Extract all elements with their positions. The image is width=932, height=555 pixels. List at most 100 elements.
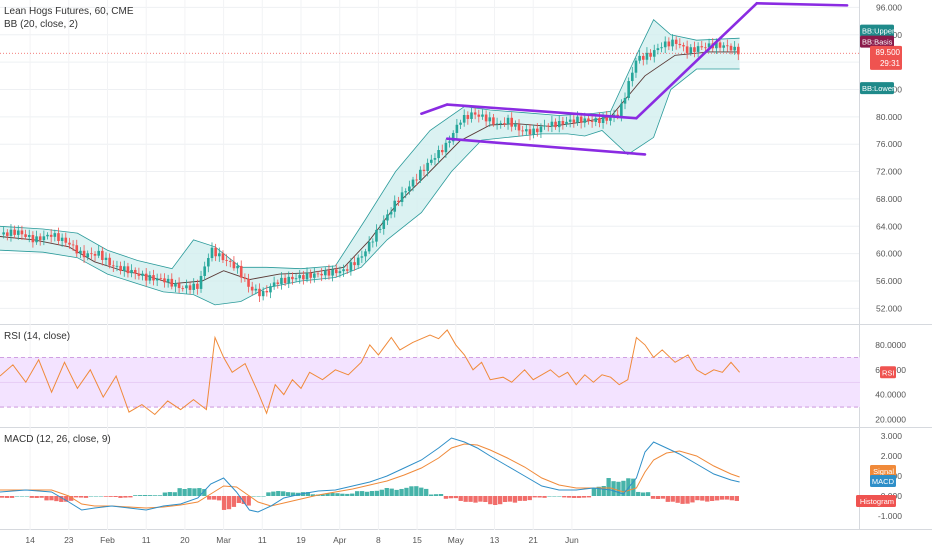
macd-histogram-bar — [108, 496, 113, 497]
candle-body — [470, 112, 473, 119]
macd-histogram-bar — [719, 496, 725, 500]
macd-histogram-bar — [128, 496, 133, 498]
candle-body — [462, 115, 466, 123]
candle-body — [338, 271, 342, 274]
candle-body — [587, 118, 590, 121]
macd-histogram-bar — [54, 496, 59, 502]
candle-body — [645, 52, 649, 60]
macd-histogram-bar — [493, 496, 498, 505]
macd-histogram-bar — [394, 489, 399, 496]
candle-body — [104, 257, 108, 260]
macd-histogram-bar — [695, 496, 700, 501]
candle-body — [733, 46, 736, 51]
candle-body — [495, 123, 499, 125]
macd-histogram-bar — [586, 496, 592, 498]
macd-histogram-bar — [226, 496, 232, 510]
macd-histogram-bar — [596, 486, 601, 496]
candle-body — [437, 149, 440, 159]
macd-histogram-bar — [532, 496, 537, 498]
candle-body — [726, 45, 729, 47]
x-tick-label: 20 — [180, 535, 190, 545]
macd-histogram-bar — [576, 496, 582, 498]
macd-histogram-bar — [335, 493, 340, 496]
macd-histogram-bar — [330, 493, 335, 496]
macd-histogram-bar — [522, 496, 527, 501]
main-y-tick-label: 80.000 — [876, 112, 902, 122]
x-tick-label: Mar — [216, 535, 231, 545]
main-y-tick-label: 72.000 — [876, 167, 902, 177]
candle-body — [64, 237, 68, 243]
macd-histogram-bar — [83, 496, 89, 498]
candle-body — [565, 121, 568, 125]
candle-body — [371, 241, 375, 243]
main-y-tick-label: 56.000 — [876, 276, 902, 286]
macd-histogram-bar — [172, 492, 177, 496]
candle-body — [656, 48, 660, 51]
channel-drawing — [420, 2, 849, 156]
candle-body — [729, 45, 733, 51]
macd-histogram-bar — [458, 496, 463, 501]
bb-upper-tag: BB:Upper — [860, 24, 895, 37]
candle-body — [2, 232, 5, 235]
candle-body — [166, 278, 170, 283]
macd-histogram-bar — [118, 496, 123, 498]
candle-body — [459, 122, 462, 125]
candle-body — [429, 159, 433, 163]
candle-body — [737, 46, 740, 55]
trend-channel-line — [635, 2, 759, 120]
x-tick-label: 8 — [376, 535, 381, 545]
candle-body — [53, 233, 57, 237]
candle-body — [141, 273, 144, 276]
candle-body — [294, 278, 298, 280]
candle-body — [57, 233, 60, 242]
candle-body — [68, 242, 71, 245]
candle-body — [440, 149, 444, 153]
macd-histogram-bar — [192, 488, 197, 496]
candle-body — [283, 277, 287, 283]
rsi-pane — [0, 329, 860, 416]
candle-body — [389, 211, 393, 215]
main-y-tick-label: 96.000 — [876, 2, 902, 12]
candle-body — [152, 275, 155, 281]
macd-histogram-tag-bg — [856, 495, 896, 507]
candle-body — [261, 290, 265, 297]
macd-histogram-bar — [221, 496, 227, 510]
trend-channel-line — [445, 103, 638, 120]
bb-upper-line — [0, 19, 740, 270]
macd-histogram-bar — [266, 492, 271, 496]
x-tick-label: 11 — [258, 535, 267, 545]
macd-histogram-bar — [78, 496, 84, 498]
bb-lower-tag-bg — [860, 82, 894, 95]
macd-histogram-bar — [69, 496, 74, 501]
candle-body — [397, 200, 400, 202]
bb-basis-tag-bg — [860, 35, 894, 48]
macd-histogram-bar — [404, 487, 409, 496]
macd-histogram-bar — [680, 496, 685, 504]
macd-line — [0, 437, 740, 513]
macd-histogram-bar — [512, 496, 518, 503]
macd-histogram-bar — [384, 488, 389, 496]
candle-body — [448, 141, 451, 143]
macd-histogram-bar — [19, 496, 25, 497]
candle-body — [360, 256, 364, 258]
candle-body — [6, 232, 9, 236]
macd-histogram-bar — [468, 496, 473, 502]
candle-body — [232, 261, 236, 269]
candle-body — [42, 236, 46, 241]
candle-body — [250, 286, 254, 291]
bb-upper-tag-bg — [860, 24, 894, 37]
candle-body — [243, 277, 247, 279]
candle-body — [510, 117, 513, 127]
candle-body — [331, 269, 334, 276]
candle-body — [316, 273, 320, 275]
macd-histogram-bar — [690, 496, 695, 503]
candle-body — [568, 119, 572, 122]
macd-histogram-bar — [152, 495, 158, 496]
macd-histogram-bar — [453, 496, 458, 499]
rsi-legend: RSI (14, close) — [4, 331, 71, 342]
macd-histogram-bar — [621, 480, 626, 496]
macd-histogram-bar — [567, 496, 572, 498]
candle-body — [382, 220, 386, 229]
macd-pane — [0, 437, 740, 513]
candle-body — [75, 245, 79, 254]
